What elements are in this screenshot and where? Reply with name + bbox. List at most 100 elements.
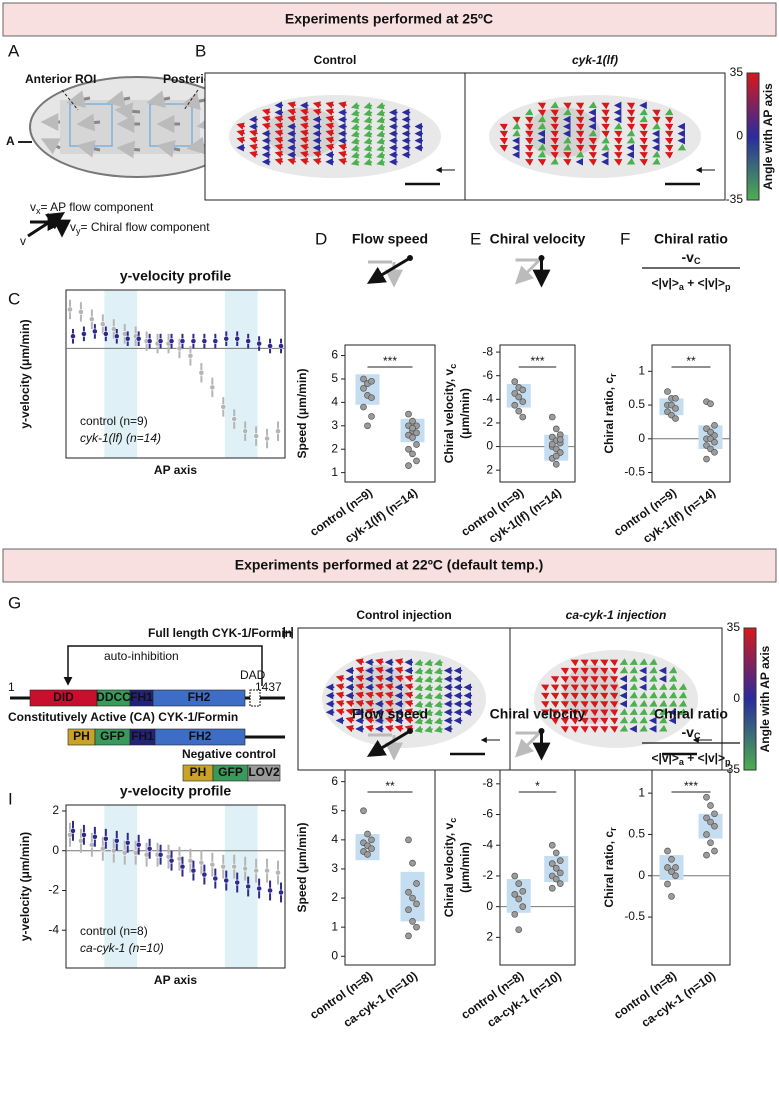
y-tick-label: 5 — [331, 803, 338, 817]
flow-vector — [678, 699, 688, 707]
flow-vector — [629, 674, 638, 682]
data-point — [519, 903, 527, 911]
y-tick-label: 0 — [486, 899, 493, 913]
flow-vector — [338, 143, 347, 151]
flow-vector — [355, 666, 365, 674]
flow-vector — [588, 152, 597, 159]
label-part: c — [448, 818, 458, 823]
colorbar — [746, 72, 760, 201]
flow-vector — [300, 143, 309, 151]
construct-title: Negative control — [182, 747, 276, 761]
label-part: a — [679, 282, 685, 292]
data-point — [707, 802, 714, 809]
flow-vector — [434, 717, 443, 725]
data-point — [253, 433, 260, 439]
data-point — [102, 330, 109, 337]
data-point — [209, 861, 216, 868]
flow-vector — [580, 684, 589, 692]
colorbar-tick: -35 — [726, 192, 744, 206]
flow-vector — [649, 691, 658, 699]
data-point — [234, 335, 241, 342]
flow-vector — [355, 674, 365, 683]
banner — [2, 548, 777, 583]
flow-vector — [434, 683, 443, 692]
data-point — [413, 457, 420, 465]
flow-vector — [639, 108, 648, 116]
flow-vector — [424, 675, 433, 683]
data-point — [135, 335, 142, 342]
data-point — [91, 328, 98, 335]
construct-title: Full length CYK-1/Formin — [148, 626, 292, 640]
data-point — [190, 867, 197, 874]
roi-band — [224, 290, 258, 458]
flow-vector — [609, 667, 619, 675]
y-tick-label: 5 — [331, 371, 338, 385]
flow-vector — [570, 726, 579, 733]
flow-vector — [659, 691, 668, 699]
flow-vector — [678, 708, 688, 715]
flow-vector — [639, 691, 648, 699]
y-tick-label: -0.5 — [624, 909, 645, 923]
flow-vector — [550, 152, 559, 159]
flow-vector — [363, 123, 373, 131]
image-title: Control injection — [356, 608, 451, 622]
range-box — [355, 374, 380, 405]
data-point — [409, 894, 416, 902]
data-point — [668, 868, 675, 875]
legend-entry: cyk-1(lf) (n=14) — [80, 431, 161, 445]
data-point — [234, 879, 241, 886]
flow-vector — [588, 129, 597, 137]
y-tick-label: 2 — [52, 803, 59, 817]
panel-letter: H — [282, 623, 294, 642]
icon-arrow — [514, 256, 543, 285]
flow-vector — [312, 150, 322, 159]
data-point — [405, 836, 412, 844]
flow-vector — [677, 143, 687, 151]
domain-label: GFP — [218, 765, 243, 779]
domain-label: DDCC — [96, 690, 131, 704]
flow-vector — [424, 692, 433, 700]
y-axis-label: y-velocity (μm/min) — [18, 832, 32, 941]
data-point — [212, 338, 219, 345]
flow-vector — [424, 683, 433, 692]
data-point — [409, 859, 416, 867]
data-point — [88, 316, 95, 323]
data-point — [121, 330, 128, 337]
data-point — [223, 877, 230, 884]
flow-vector — [563, 152, 572, 159]
flow-vector — [629, 699, 638, 707]
flow-vector — [678, 683, 688, 690]
flow-vector — [619, 716, 629, 724]
icon-arrow — [514, 729, 543, 758]
data-point — [256, 340, 263, 347]
data-point — [548, 884, 556, 892]
y-tick-label: -6 — [482, 368, 493, 382]
flow-vector — [384, 708, 394, 716]
flow-vector — [434, 700, 443, 708]
plot-frame — [499, 769, 576, 966]
label-part: a — [679, 757, 685, 767]
flow-vector — [434, 667, 443, 675]
label-part: Chiral velocity, v — [442, 368, 456, 463]
data-point — [672, 405, 679, 412]
y-tick-label: 4 — [331, 395, 338, 409]
domain — [154, 728, 246, 746]
data-point — [146, 338, 153, 345]
flow-vector — [664, 116, 674, 124]
flow-vector — [345, 699, 355, 708]
flow-vector — [524, 159, 534, 166]
data-point — [664, 880, 671, 888]
plot-frame — [344, 344, 436, 483]
data-point — [668, 855, 675, 863]
legend-entry: ca-cyk-1 (n=10) — [80, 941, 164, 955]
flow-vector — [414, 692, 424, 700]
data-point — [364, 830, 371, 838]
data-point — [176, 345, 183, 352]
flow-vector — [499, 145, 508, 152]
y-axis-label: (μm/min) — [458, 842, 472, 893]
ap-label: A — [6, 134, 15, 148]
chart-title: Chiral velocity — [490, 231, 586, 247]
flow-vector — [434, 725, 443, 733]
flow-vector — [599, 726, 609, 733]
label-part: p — [725, 757, 731, 767]
